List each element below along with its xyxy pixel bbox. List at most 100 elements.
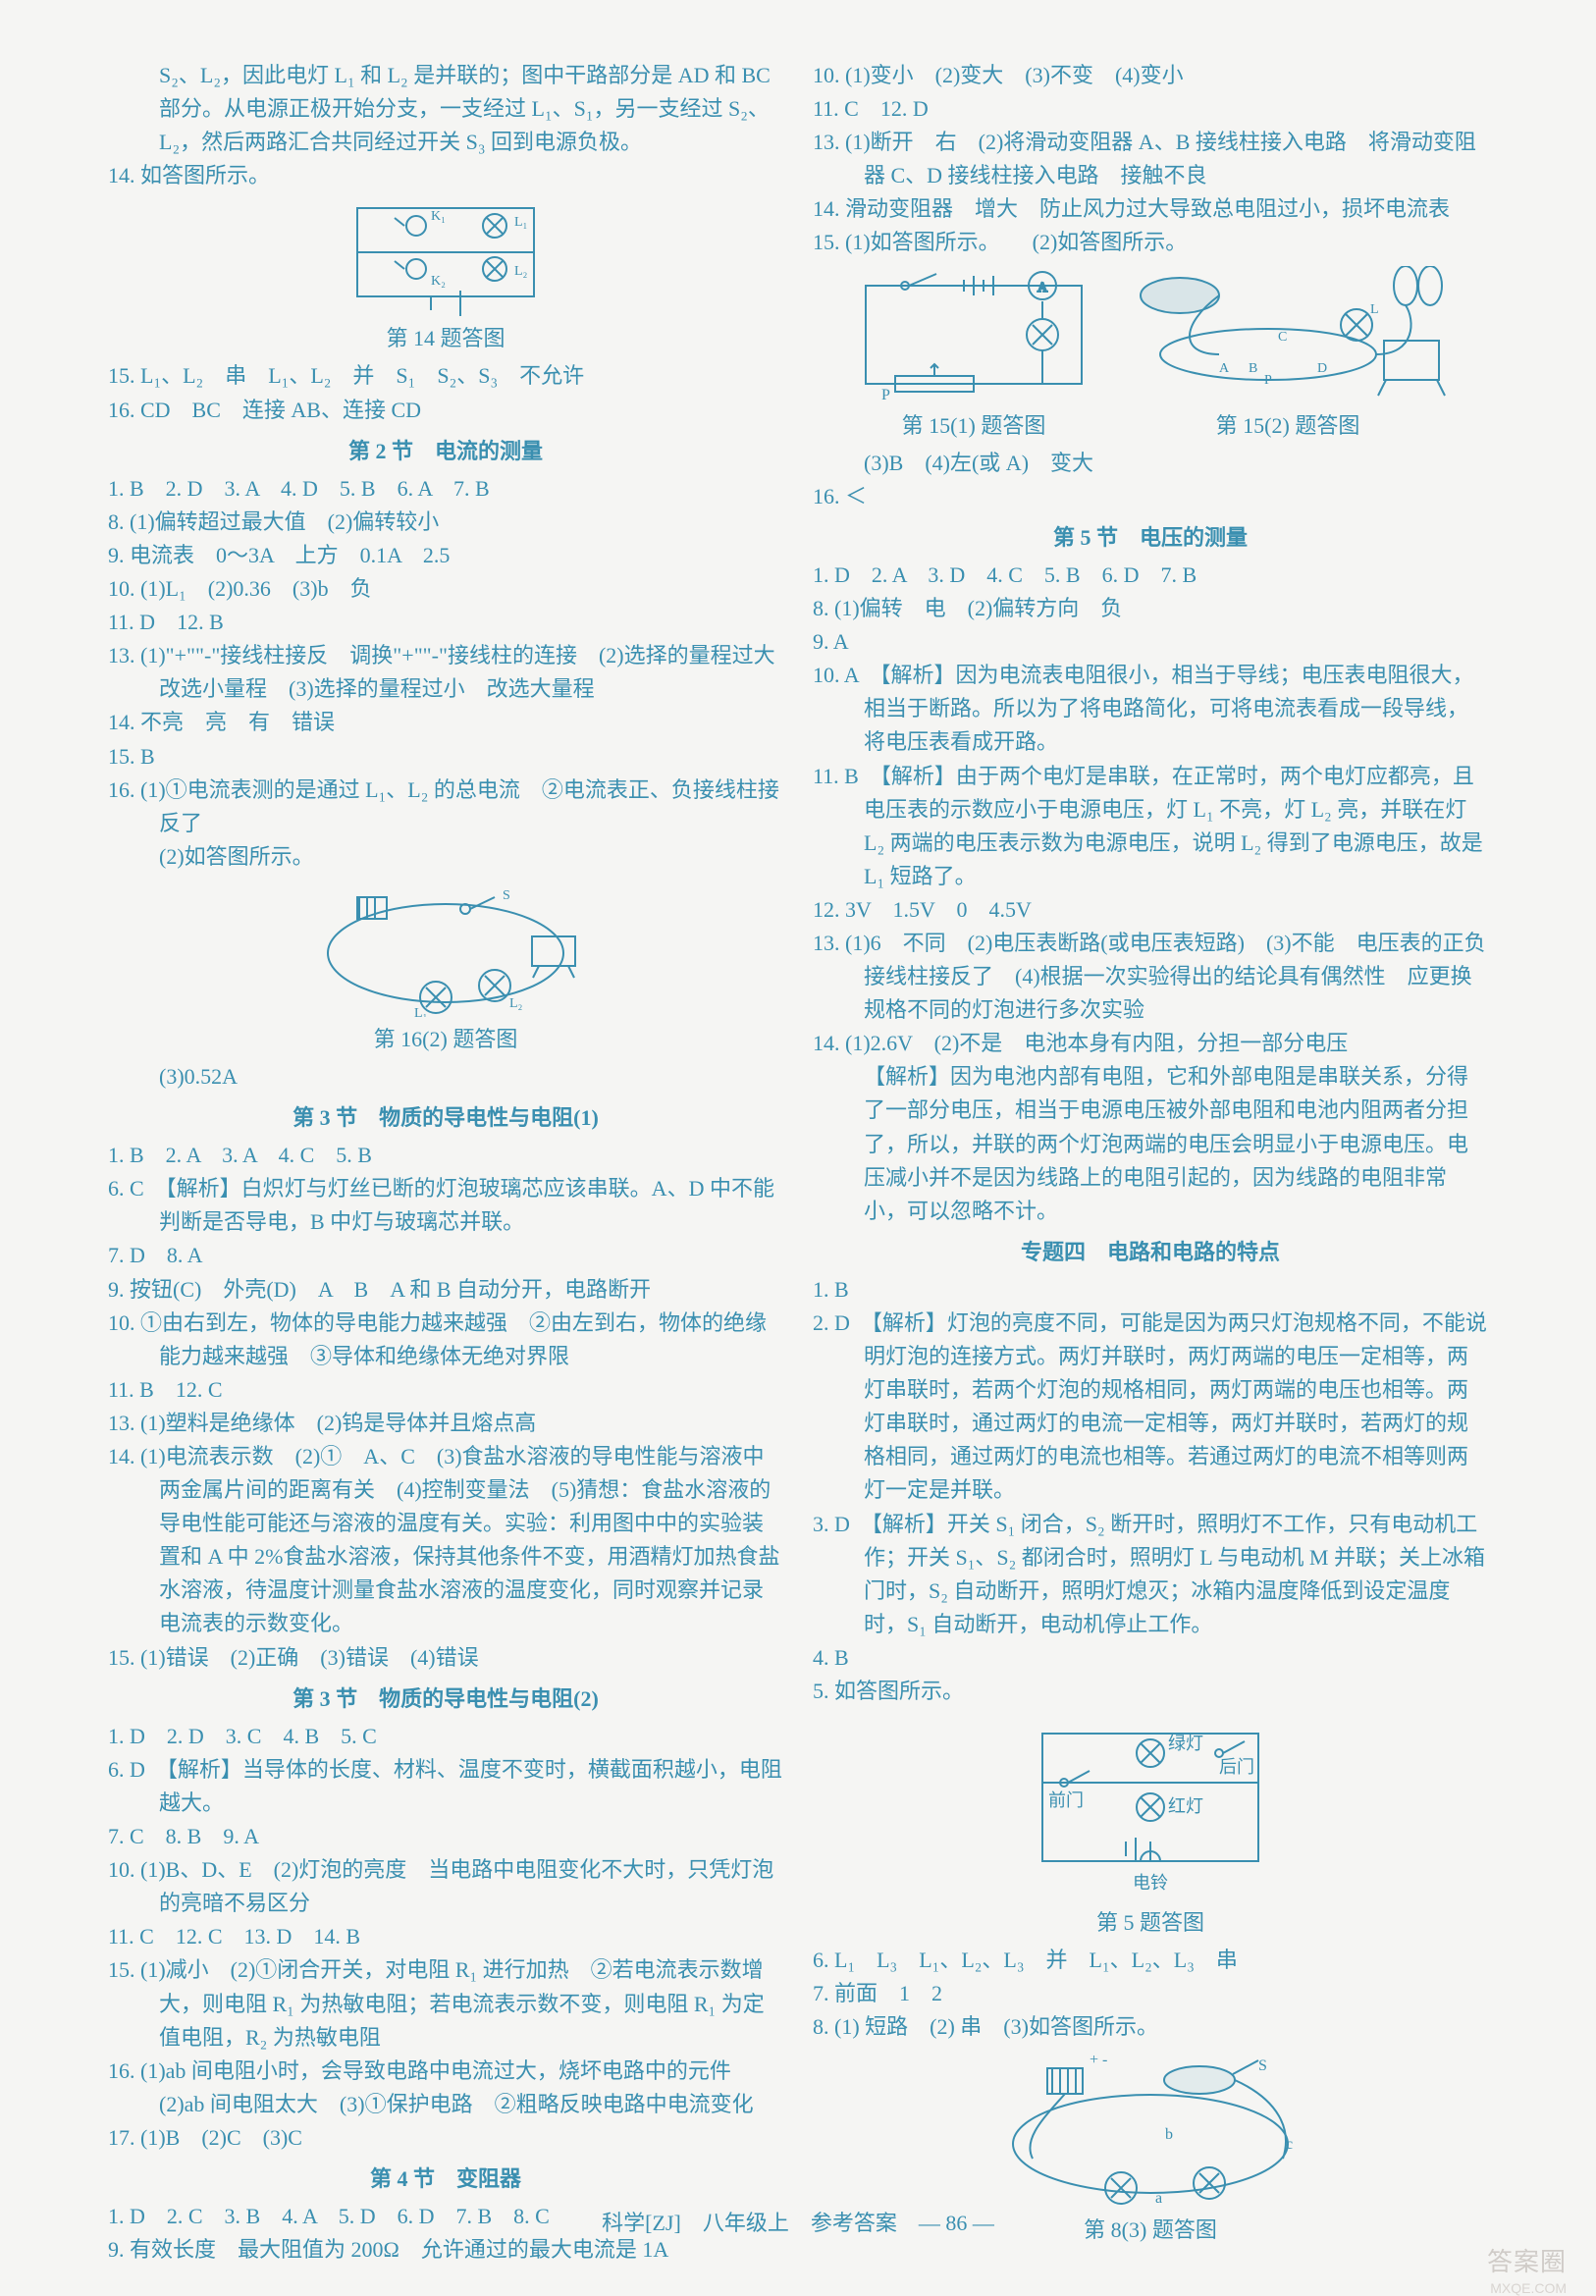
svg-text:C: C	[1278, 330, 1287, 345]
text: (3)B (4)左(或 A) 变大	[813, 447, 1488, 480]
text: (2)如答图所示。	[108, 840, 783, 874]
text: 2. D 【解析】灯泡的亮度不同，可能是因为两只灯泡规格不同，不能说明灯泡的连接…	[813, 1307, 1488, 1508]
text: 7. D 8. A	[108, 1239, 783, 1272]
svg-text:S: S	[503, 888, 510, 903]
text: 13. (1)6 不同 (2)电压表断路(或电压表短路) (3)不能 电压表的正…	[813, 927, 1488, 1027]
svg-text:c: c	[1286, 2136, 1293, 2153]
section-title: 第 3 节 物质的导电性与电阻(1)	[108, 1101, 783, 1135]
text: 1. B	[813, 1273, 1488, 1307]
svg-text:K₁: K₁	[431, 209, 446, 224]
text: 7. 前面 1 2	[813, 1977, 1488, 2010]
text: 9. A	[813, 625, 1488, 659]
watermark-sub: MXQE.COM	[1490, 2280, 1567, 2296]
svg-text:A: A	[1037, 281, 1048, 295]
text: 6. L₁ L₃ L₁、L₂、L₃ 并 L₁、L₂、L₃ 串	[813, 1944, 1488, 1977]
text: 15. L₁、L₂ 串 L₁、L₂ 并 S₁ S₂、S₃ 不允许	[108, 359, 783, 393]
circuit-diagram-15-1: A P	[846, 266, 1101, 403]
text: S₂、L₂，因此电灯 L₁ 和 L₂ 是并联的；图中干路部分是 AD 和 BC …	[108, 59, 783, 159]
figure-caption: 第 14 题答图	[108, 322, 783, 355]
text: 8. (1) 短路 (2) 串 (3)如答图所示。	[813, 2010, 1488, 2044]
svg-text:L₂: L₂	[509, 996, 523, 1011]
svg-text:S: S	[1258, 2057, 1267, 2074]
text: 14. 滑动变阻器 增大 防止风力过大导致总电阻过小，损坏电流表	[813, 192, 1488, 226]
circuit-diagram-15-2: A B C D P L	[1121, 266, 1455, 403]
text: 3. D 【解析】开关 S₁ 闭合，S₂ 断开时，照明灯不工作，只有电动机工作；…	[813, 1508, 1488, 1641]
text: 13. (1)塑料是绝缘体 (2)钨是导体并且熔点高	[108, 1407, 783, 1440]
text: 16. CD BC 连接 AB、连接 CD	[108, 394, 783, 427]
text: 9. 按钮(C) 外壳(D) A B A 和 B 自动分开，电路断开	[108, 1273, 783, 1307]
text: 11. C 12. C 13. D 14. B	[108, 1920, 783, 1953]
figure-caption: 第 15(2) 题答图	[1121, 409, 1455, 443]
text: 13. (1)断开 右 (2)将滑动变阻器 A、B 接线柱接入电路 将滑动变阻器…	[813, 126, 1488, 192]
text: 16. ＜	[813, 480, 1488, 513]
text: 16. (1)ab 间电阻小时，会导致电路中电流过大，烧坏电路中的元件 (2)a…	[108, 2055, 783, 2121]
text: 6. D 【解析】当导体的长度、材料、温度不变时，横截面积越小，电阻越大。	[108, 1753, 783, 1820]
section-title: 第 3 节 物质的导电性与电阻(2)	[108, 1682, 783, 1716]
svg-text:K₂: K₂	[431, 274, 446, 289]
text: 14. 不亮 亮 有 错误	[108, 706, 783, 739]
text: 11. B 【解析】由于两个电灯是串联，在正常时，两个电灯应都亮，且电压表的示数…	[813, 760, 1488, 893]
svg-text:P: P	[881, 387, 890, 403]
text: 12. 3V 1.5V 0 4.5V	[813, 893, 1488, 927]
svg-text:L₂: L₂	[514, 264, 528, 279]
circuit-diagram-16: S L₁ L₂	[298, 880, 593, 1017]
text: 13. (1)"+""-"接线柱接反 调换"+""-"接线柱的连接 (2)选择的…	[108, 639, 783, 706]
svg-text:B: B	[1249, 361, 1257, 376]
figure-15-2: A B C D P L 第 15(2) 题答图	[1121, 260, 1455, 447]
text: 5. 如答图所示。	[813, 1675, 1488, 1708]
text: 10. ①由右到左，物体的导电能力越来越强 ②由左到右，物体的绝缘能力越来越强 …	[108, 1307, 783, 1373]
text: 15. (1)如答图所示。 (2)如答图所示。	[813, 226, 1488, 259]
text: 1. B 2. D 3. A 4. D 5. B 6. A 7. B	[108, 472, 783, 506]
svg-text:A: A	[1219, 361, 1230, 376]
content-columns: S₂、L₂，因此电灯 L₁ 和 L₂ 是并联的；图中干路部分是 AD 和 BC …	[108, 59, 1488, 2267]
text: 11. D 12. B	[108, 606, 783, 639]
text: 17. (1)B (2)C (3)C	[108, 2121, 783, 2155]
figure-row: A P 第 15(1) 题答图	[813, 260, 1488, 447]
text: 10. (1)变小 (2)变大 (3)不变 (4)变小	[813, 59, 1488, 92]
figure-caption: 第 16(2) 题答图	[108, 1023, 783, 1056]
left-column: S₂、L₂，因此电灯 L₁ 和 L₂ 是并联的；图中干路部分是 AD 和 BC …	[108, 59, 783, 2267]
section-title: 第 2 节 电流的测量	[108, 435, 783, 468]
figure-caption: 第 15(1) 题答图	[846, 409, 1101, 443]
text: 11. C 12. D	[813, 92, 1488, 126]
text: 16. (1)①电流表测的是通过 L₁、L₂ 的总电流 ②电流表正、负接线柱接反…	[108, 774, 783, 840]
section-title: 第 5 节 电压的测量	[813, 521, 1488, 555]
svg-text:L₁: L₁	[414, 1006, 427, 1017]
svg-text:P: P	[1264, 373, 1272, 388]
text: 9. 电流表 0～3A 上方 0.1A 2.5	[108, 539, 783, 572]
section-title: 专题四 电路和电路的特点	[813, 1236, 1488, 1269]
text: 15. B	[108, 740, 783, 774]
text: 10. (1)B、D、E (2)灯泡的亮度 当电路中电阻变化不大时，只凭灯泡的亮…	[108, 1853, 783, 1920]
page-footer: 科学[ZJ] 八年级上 参考答案 — 86 —	[0, 2206, 1596, 2237]
svg-text:后门: 后门	[1219, 1757, 1254, 1777]
text: 14. 如答图所示。	[108, 159, 783, 192]
svg-text:b: b	[1165, 2126, 1173, 2143]
svg-text:a: a	[1155, 2190, 1162, 2207]
text: 1. D 2. D 3. C 4. B 5. C	[108, 1720, 783, 1753]
svg-text:D: D	[1317, 361, 1327, 376]
circuit-diagram-14: K₁ L₁ K₂ L₂	[328, 198, 563, 316]
circuit-diagram-5: 绿灯 后门 前门 红灯 电铃	[1013, 1714, 1288, 1900]
figure-15-1: A P 第 15(1) 题答图	[846, 260, 1101, 447]
text: 1. B 2. A 3. A 4. C 5. B	[108, 1139, 783, 1172]
text: 10. (1)L₁ (2)0.36 (3)b 负	[108, 572, 783, 606]
text: 15. (1)减小 (2)①闭合开关，对电阻 R₁ 进行加热 ②若电流表示数增大…	[108, 1953, 783, 2054]
right-column: 10. (1)变小 (2)变大 (3)不变 (4)变小 11. C 12. D …	[813, 59, 1488, 2267]
text: 14. (1)2.6V (2)不是 电池本身有内阻，分担一部分电压	[813, 1027, 1488, 1060]
svg-text:电铃: 电铃	[1133, 1873, 1168, 1893]
svg-text:+ -: + -	[1090, 2052, 1107, 2068]
text: 1. D 2. A 3. D 4. C 5. B 6. D 7. B	[813, 559, 1488, 592]
svg-text:前门: 前门	[1048, 1790, 1084, 1810]
svg-text:L₁: L₁	[514, 215, 527, 230]
watermark: 答案圈	[1487, 2242, 1567, 2278]
svg-text:绿灯: 绿灯	[1168, 1734, 1203, 1753]
text: 8. (1)偏转 电 (2)偏转方向 负	[813, 592, 1488, 625]
circuit-diagram-8: + - S b a c	[993, 2051, 1307, 2208]
figure-caption: 第 5 题答图	[813, 1906, 1488, 1940]
text: 14. (1)电流表示数 (2)① A、C (3)食盐水溶液的导电性能与溶液中两…	[108, 1440, 783, 1641]
section-title: 第 4 节 变阻器	[108, 2163, 783, 2196]
text: (3)0.52A	[108, 1060, 783, 1094]
text: 6. C 【解析】白炽灯与灯丝已断的灯泡玻璃芯应该串联。A、D 中不能判断是否导…	[108, 1172, 783, 1239]
text: 8. (1)偏转超过最大值 (2)偏转较小	[108, 506, 783, 539]
text: 9. 有效长度 最大阻值为 200Ω 允许通过的最大电流是 1A	[108, 2233, 783, 2267]
